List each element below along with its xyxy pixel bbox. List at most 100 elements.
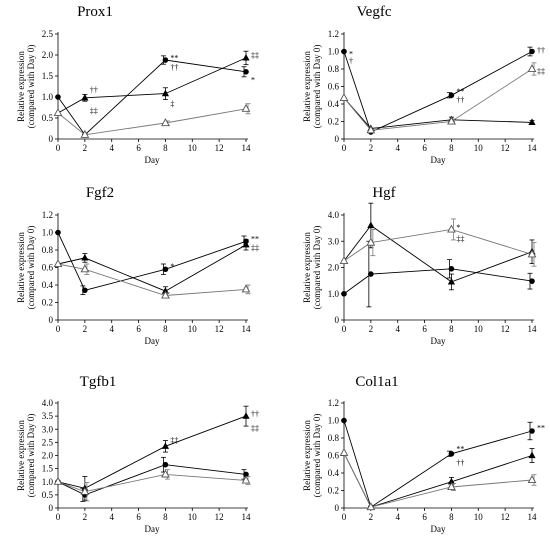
x-tick-label: 14 (528, 512, 538, 522)
data-point-triangle (447, 477, 456, 485)
x-tick-label: 6 (422, 512, 427, 522)
panel-title: Hgf (372, 185, 395, 201)
series-line (57, 263, 247, 296)
x-tick-label: 14 (528, 324, 538, 334)
x-tick-label: 2 (83, 143, 88, 153)
x-tick-label: 8 (163, 143, 168, 153)
data-point-open-triangle (447, 116, 456, 125)
data-point-triangle (447, 277, 456, 285)
x-tick-label: 2 (83, 324, 88, 334)
x-tick-label: 10 (188, 143, 198, 153)
x-axis-label: Day (145, 155, 160, 165)
y-tick-label: 0.4 (328, 468, 340, 478)
series-line (343, 420, 533, 508)
significance-mark: †† (456, 96, 464, 105)
x-tick-label: 4 (109, 143, 114, 153)
series-line (57, 59, 247, 136)
series-line (343, 51, 533, 133)
y-tick-label: 1.0 (328, 289, 340, 299)
panel-title: Fgf2 (86, 185, 114, 201)
y-axis-label: (compared with Day 0) (312, 45, 322, 129)
data-point-circle (55, 94, 61, 100)
data-point-circle (368, 271, 374, 277)
x-tick-label: 12 (501, 512, 510, 522)
data-point-open-triangle (527, 475, 537, 484)
y-tick-label: 1.2 (42, 210, 53, 220)
x-tick-label: 0 (342, 324, 347, 334)
x-tick-label: 12 (215, 143, 224, 153)
significance-mark: ‡‡ (251, 51, 259, 60)
data-point-circle (82, 287, 88, 294)
data-point-open-triangle (527, 249, 537, 258)
data-point-circle (162, 57, 169, 63)
significance-mark: * (349, 49, 353, 58)
y-axis-label: Relative expression (16, 232, 26, 303)
x-tick-label: 10 (474, 512, 484, 522)
data-point-circle (448, 450, 455, 457)
y-tick-label: 4.0 (42, 398, 54, 408)
x-tick-label: 8 (163, 512, 168, 522)
data-point-circle (243, 471, 249, 478)
series-line (343, 452, 533, 508)
data-point-open-triangle (241, 475, 251, 484)
data-point-triangle (242, 53, 250, 61)
x-tick-label: 2 (369, 324, 374, 334)
series-line (343, 97, 533, 129)
panel-title: Prox1 (77, 4, 113, 20)
y-tick-label: 0 (335, 134, 340, 144)
x-tick-label: 4 (109, 324, 114, 334)
y-axis-label: (compared with Day 0) (26, 226, 36, 310)
data-point-circle (341, 290, 347, 297)
y-axis-label: (compared with Day 0) (26, 45, 36, 129)
x-tick-label: 12 (501, 143, 510, 153)
x-tick-label: 2 (369, 143, 374, 153)
data-point-open-triangle (447, 482, 456, 491)
panel-tgfb1: Tgfb1 Relative expression (compared with D… (16, 374, 259, 534)
significance-mark: ** (170, 54, 178, 63)
data-point-open-triangle (527, 64, 537, 73)
significance-mark: * (456, 223, 460, 232)
data-point-triangle (161, 442, 170, 449)
data-point-open-triangle (53, 476, 63, 485)
x-tick-label: 12 (501, 324, 510, 334)
y-tick-label: 0.4 (328, 99, 340, 109)
y-axis-label: (compared with Day 0) (26, 414, 36, 498)
x-tick-label: 8 (449, 143, 454, 153)
data-point-open-triangle (161, 469, 170, 478)
significance-mark: †† (537, 46, 545, 55)
series-line (57, 473, 247, 493)
data-point-triangle (161, 89, 170, 97)
series-line (343, 228, 533, 262)
significance-mark: †† (170, 63, 178, 72)
panel-hgf: Hgf Relative expression (compared with Day… (302, 185, 537, 346)
x-tick-label: 0 (342, 512, 347, 522)
data-point-open-triangle (161, 290, 170, 299)
data-point-open-triangle (339, 92, 349, 101)
y-tick-label: 0 (335, 315, 340, 325)
data-point-open-triangle (80, 264, 90, 273)
y-tick-label: 1.0 (328, 416, 340, 426)
series-line (343, 452, 533, 508)
significance-mark: * (251, 75, 255, 84)
y-tick-label: 2.5 (42, 29, 54, 39)
significance-mark: ** (456, 87, 464, 96)
y-tick-label: 0.8 (42, 245, 54, 255)
data-point-open-triangle (53, 108, 63, 117)
data-point-triangle (242, 240, 250, 248)
data-point-circle (529, 48, 535, 55)
x-tick-label: 12 (215, 324, 224, 334)
y-axis-label: (compared with Day 0) (312, 226, 322, 310)
data-point-circle (243, 69, 249, 75)
series-line (343, 68, 533, 131)
series-line (57, 108, 247, 136)
panel-title: Tgfb1 (80, 374, 117, 390)
y-tick-label: 1.0 (328, 47, 340, 57)
y-tick-label: 1.5 (42, 464, 54, 474)
y-axis-label: Relative expression (302, 420, 312, 491)
significance-mark: * (170, 262, 174, 271)
data-point-circle (448, 266, 455, 272)
data-point-open-triangle (339, 255, 349, 264)
y-tick-label: 1.0 (42, 92, 54, 102)
series-line (57, 244, 247, 292)
